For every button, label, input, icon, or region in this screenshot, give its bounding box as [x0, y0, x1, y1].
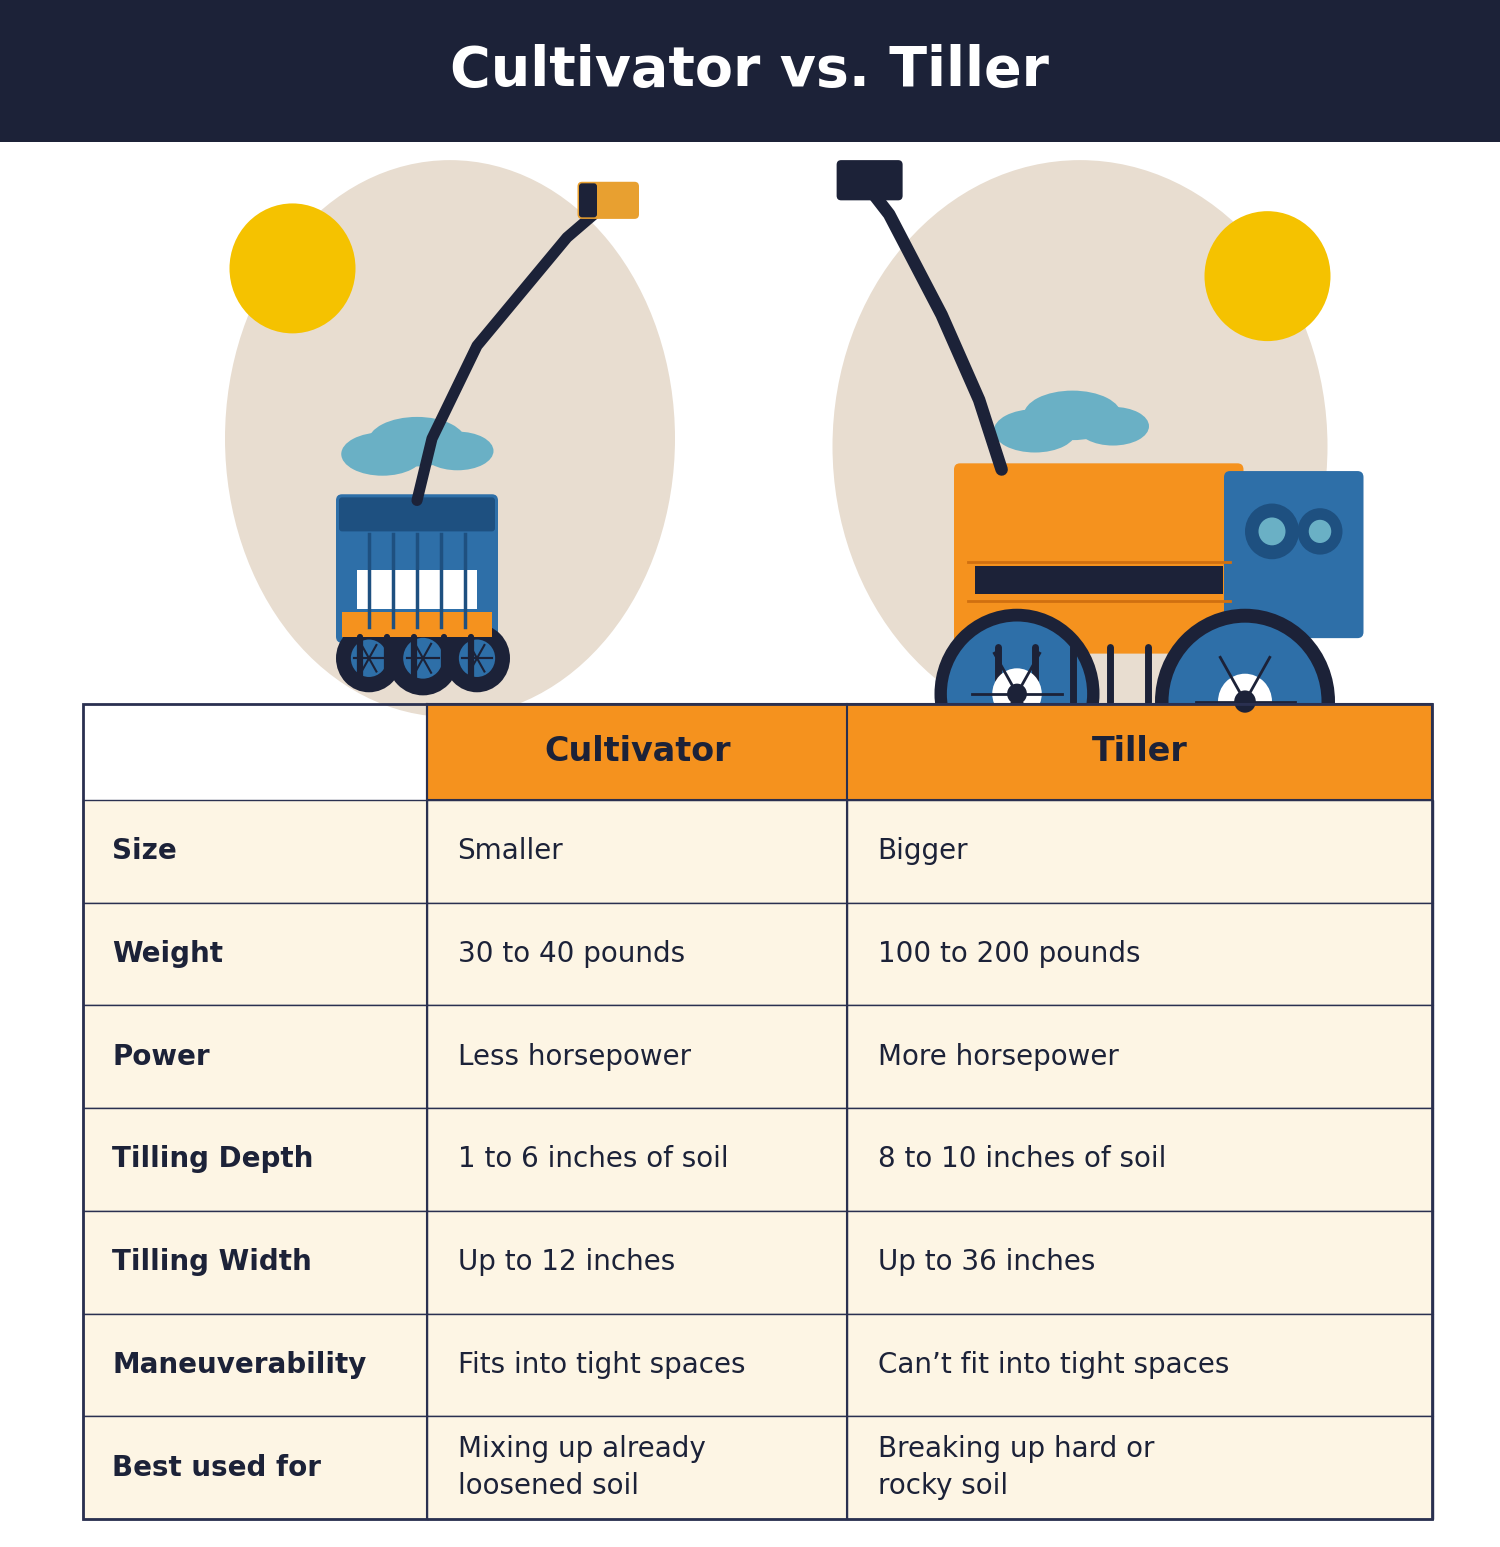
Bar	[82, 902, 428, 1006]
Circle shape	[934, 608, 1100, 780]
Bar	[427, 1417, 847, 1519]
Bar	[847, 902, 1432, 1006]
Bar	[847, 1417, 1432, 1519]
Bar	[82, 1417, 428, 1519]
Bar	[427, 902, 847, 1006]
Circle shape	[1258, 517, 1286, 546]
FancyBboxPatch shape	[578, 181, 639, 218]
Bar	[427, 1313, 847, 1417]
Circle shape	[1168, 623, 1322, 781]
Bar	[82, 1006, 428, 1108]
Text: Can’t fit into tight spaces: Can’t fit into tight spaces	[878, 1351, 1228, 1378]
Text: Less horsepower: Less horsepower	[458, 1043, 690, 1071]
Bar	[847, 1108, 1432, 1211]
Bar	[975, 566, 1222, 594]
Text: Best used for: Best used for	[112, 1454, 321, 1482]
Bar	[342, 611, 492, 637]
Bar	[427, 1006, 847, 1108]
FancyBboxPatch shape	[1224, 470, 1364, 637]
Bar	[82, 800, 428, 902]
Text: Cultivator vs. Tiller: Cultivator vs. Tiller	[450, 45, 1050, 97]
Circle shape	[993, 668, 1041, 719]
Ellipse shape	[340, 433, 423, 475]
Circle shape	[444, 625, 510, 693]
Ellipse shape	[1077, 407, 1149, 446]
Ellipse shape	[993, 410, 1077, 452]
Text: Weight: Weight	[112, 941, 224, 968]
Text: Mixing up already
loosened soil: Mixing up already loosened soil	[458, 1436, 705, 1501]
Text: 1 to 6 inches of soil: 1 to 6 inches of soil	[458, 1145, 728, 1174]
Text: 30 to 40 pounds: 30 to 40 pounds	[458, 941, 684, 968]
Ellipse shape	[369, 418, 466, 467]
Circle shape	[1245, 503, 1299, 558]
Text: Tilling Width: Tilling Width	[112, 1248, 312, 1276]
FancyBboxPatch shape	[837, 161, 903, 201]
Text: Size: Size	[112, 837, 177, 865]
Text: More horsepower: More horsepower	[878, 1043, 1119, 1071]
Circle shape	[336, 625, 402, 693]
Text: Maneuverability: Maneuverability	[112, 1351, 368, 1378]
Text: Tiller: Tiller	[1092, 735, 1188, 769]
Bar	[427, 1108, 847, 1211]
Bar	[82, 1211, 428, 1313]
Bar	[847, 800, 1432, 902]
Text: Smaller: Smaller	[458, 837, 564, 865]
FancyBboxPatch shape	[336, 495, 498, 644]
Circle shape	[1234, 690, 1256, 713]
Circle shape	[230, 203, 356, 333]
Bar	[82, 1108, 428, 1211]
Bar	[847, 1211, 1432, 1313]
Bar	[847, 1313, 1432, 1417]
Bar	[847, 1006, 1432, 1108]
Text: Breaking up hard or
rocky soil: Breaking up hard or rocky soil	[878, 1436, 1154, 1501]
Text: Cultivator: Cultivator	[544, 735, 730, 769]
Bar	[0, 0, 1500, 142]
Circle shape	[1218, 674, 1272, 730]
Circle shape	[351, 639, 387, 678]
Circle shape	[1204, 212, 1330, 342]
Bar	[82, 1313, 428, 1417]
Bar	[427, 704, 1432, 800]
Circle shape	[946, 622, 1088, 766]
Ellipse shape	[422, 432, 494, 470]
Circle shape	[1298, 507, 1342, 554]
Text: Power: Power	[112, 1043, 210, 1071]
FancyBboxPatch shape	[339, 498, 495, 532]
Ellipse shape	[833, 161, 1328, 733]
Text: 100 to 200 pounds: 100 to 200 pounds	[878, 941, 1140, 968]
Text: Bigger: Bigger	[878, 837, 968, 865]
FancyBboxPatch shape	[579, 183, 597, 217]
Circle shape	[1308, 520, 1330, 543]
Bar	[427, 1211, 847, 1313]
Text: Up to 12 inches: Up to 12 inches	[458, 1248, 675, 1276]
Bar	[427, 704, 1432, 800]
Circle shape	[404, 637, 442, 679]
FancyBboxPatch shape	[954, 464, 1244, 653]
Circle shape	[459, 639, 495, 678]
Text: Up to 36 inches: Up to 36 inches	[878, 1248, 1095, 1276]
Bar	[427, 800, 847, 902]
Ellipse shape	[225, 159, 675, 718]
Bar	[82, 704, 1432, 1519]
Circle shape	[1155, 610, 1335, 795]
Bar	[357, 569, 477, 608]
Text: Tilling Depth: Tilling Depth	[112, 1145, 314, 1174]
Bar	[0, 142, 1500, 704]
Text: 8 to 10 inches of soil: 8 to 10 inches of soil	[878, 1145, 1166, 1174]
Ellipse shape	[1023, 391, 1120, 439]
Circle shape	[387, 620, 459, 696]
Circle shape	[1007, 684, 1028, 704]
Text: Fits into tight spaces: Fits into tight spaces	[458, 1351, 746, 1378]
